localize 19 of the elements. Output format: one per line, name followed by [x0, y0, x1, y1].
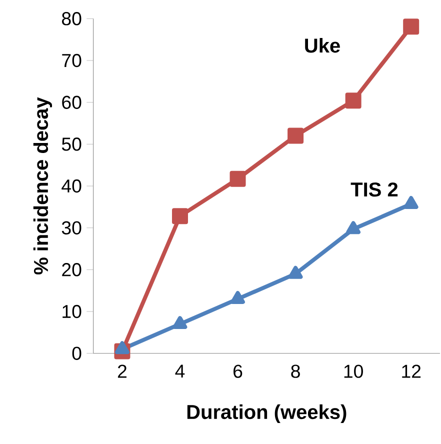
y-tick-label: 10	[62, 304, 82, 318]
y-tick-label: 30	[62, 221, 82, 234]
x-tick-label: 8	[291, 364, 300, 378]
series-label: TIS 2	[350, 182, 398, 197]
x-tick-label: 4	[175, 364, 185, 378]
x-tick-label: 6	[234, 364, 242, 378]
x-axis-title: Duration (weeks)	[187, 404, 346, 424]
x-tick-label: 2	[118, 364, 126, 378]
y-tick-label: 0	[72, 346, 82, 360]
y-axis-title: % incidence decay	[33, 97, 52, 274]
y-tick-label: 40	[62, 179, 82, 193]
y-tick-label: 80	[62, 12, 82, 26]
text: Uke	[305, 38, 340, 53]
y-tick-label: 60	[62, 96, 82, 109]
y-tick-label: 50	[62, 138, 82, 151]
x-tick-label: 12	[402, 364, 421, 378]
y-tick-label: 20	[62, 263, 82, 276]
x-tick-label: 10	[344, 364, 363, 378]
y-tick-label: 70	[62, 54, 82, 68]
